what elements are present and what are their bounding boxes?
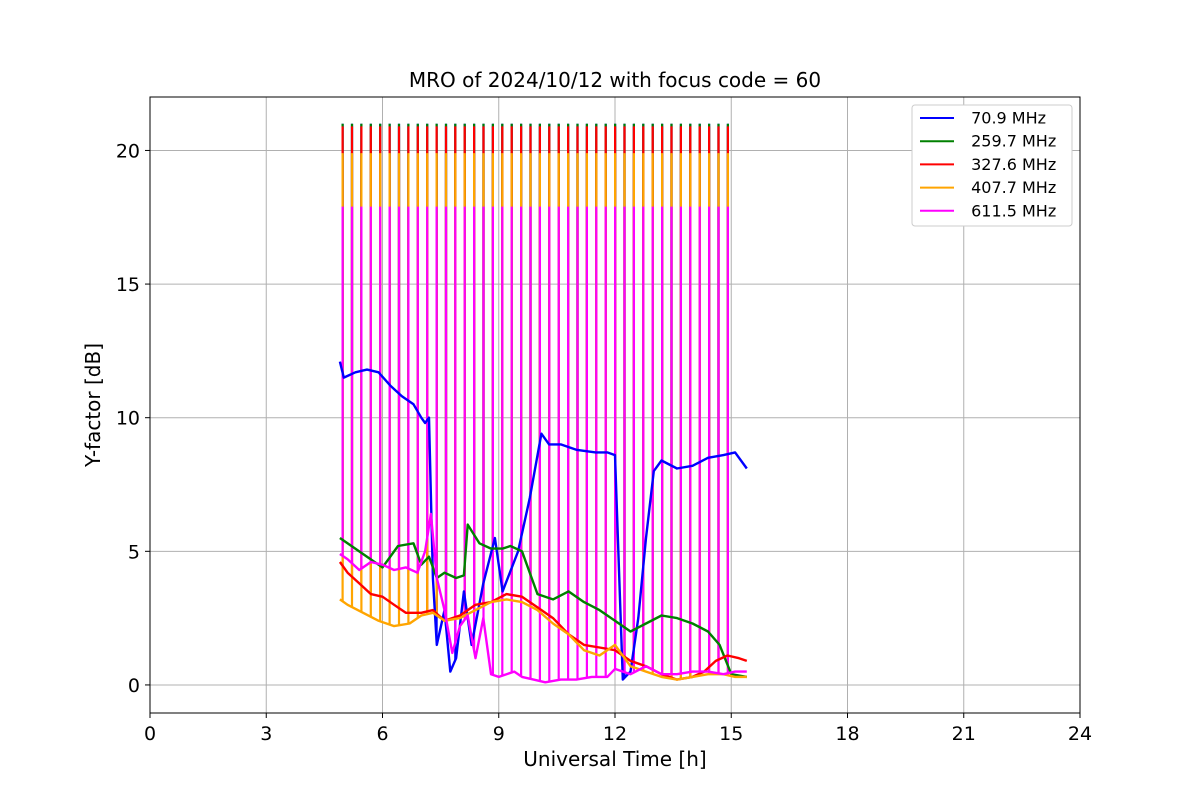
x-tick-label: 24 xyxy=(1068,723,1092,745)
series-line-259-7-mhz xyxy=(339,523,748,679)
y-tick-label: 20 xyxy=(116,140,140,162)
calibration-spikes xyxy=(341,123,730,682)
y-tick-label: 15 xyxy=(116,274,140,296)
x-tick-label: 6 xyxy=(376,723,388,745)
y-axis-label: Y-factor [dB] xyxy=(81,343,105,468)
x-axis-label: Universal Time [h] xyxy=(523,747,706,771)
x-tick-label: 3 xyxy=(260,723,272,745)
legend-label: 327.6 MHz xyxy=(966,155,1056,174)
x-tick-label: 0 xyxy=(144,723,156,745)
legend-label: 611.5 MHz xyxy=(966,201,1056,220)
x-tick-label: 9 xyxy=(493,723,505,745)
legend-label: 259.7 MHz xyxy=(966,132,1056,151)
series-line-407-7-mhz xyxy=(339,598,747,681)
y-tick-label: 10 xyxy=(116,408,140,430)
x-tick-label: 18 xyxy=(835,723,859,745)
chart-title: MRO of 2024/10/12 with focus code = 60 xyxy=(409,68,821,92)
series-line-611-5-mhz xyxy=(339,512,747,684)
y-tick-label: 0 xyxy=(128,675,140,697)
series-lines xyxy=(338,361,748,684)
legend: 70.9 MHz 259.7 MHz 327.6 MHz 407.7 MHz 6… xyxy=(911,104,1073,227)
y-tick-label: 5 xyxy=(128,541,140,563)
legend-label: 70.9 MHz xyxy=(966,109,1046,128)
axis-ticks: 0 3 6 9 12 15 18 21 24 0 5 10 15 20 xyxy=(116,140,1092,745)
x-tick-label: 15 xyxy=(719,723,743,745)
x-tick-label: 12 xyxy=(603,723,627,745)
legend-box xyxy=(911,104,1073,227)
legend-label: 407.7 MHz xyxy=(966,178,1056,197)
spikes-611-5-mhz xyxy=(341,206,730,682)
x-tick-label: 21 xyxy=(952,723,976,745)
series-line-70-9-mhz xyxy=(338,361,748,681)
